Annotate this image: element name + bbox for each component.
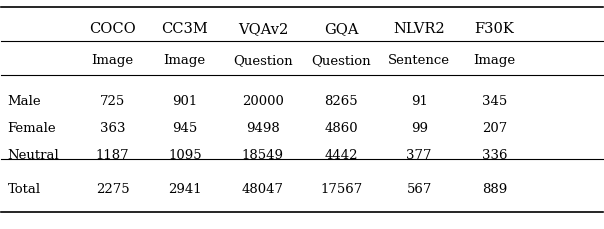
Text: Sentence: Sentence	[388, 54, 450, 67]
Text: 567: 567	[406, 183, 432, 196]
Text: Male: Male	[7, 94, 41, 107]
Text: 2941: 2941	[168, 183, 202, 196]
Text: 17567: 17567	[320, 183, 362, 196]
Text: 48047: 48047	[242, 183, 284, 196]
Text: VQAv2: VQAv2	[238, 22, 288, 35]
Text: Neutral: Neutral	[7, 149, 59, 162]
Text: 345: 345	[482, 94, 507, 107]
Text: Image: Image	[474, 54, 515, 67]
Text: 1187: 1187	[96, 149, 129, 162]
Text: GQA: GQA	[324, 22, 358, 35]
Text: 207: 207	[482, 122, 507, 135]
Text: 8265: 8265	[324, 94, 358, 107]
Text: Question: Question	[311, 54, 371, 67]
Text: 18549: 18549	[242, 149, 284, 162]
Text: CC3M: CC3M	[161, 22, 208, 35]
Text: Image: Image	[164, 54, 206, 67]
Text: 336: 336	[481, 149, 507, 162]
Text: F30K: F30K	[475, 22, 515, 35]
Text: 4860: 4860	[324, 122, 358, 135]
Text: 91: 91	[411, 94, 428, 107]
Text: 9498: 9498	[246, 122, 280, 135]
Text: 363: 363	[100, 122, 126, 135]
Text: 20000: 20000	[242, 94, 284, 107]
Text: 2275: 2275	[96, 183, 129, 196]
Text: 945: 945	[172, 122, 198, 135]
Text: 725: 725	[100, 94, 125, 107]
Text: 889: 889	[482, 183, 507, 196]
Text: NLVR2: NLVR2	[393, 22, 445, 35]
Text: 99: 99	[411, 122, 428, 135]
Text: 1095: 1095	[168, 149, 202, 162]
Text: Question: Question	[233, 54, 293, 67]
Text: Total: Total	[7, 183, 40, 196]
Text: 901: 901	[172, 94, 198, 107]
Text: 377: 377	[406, 149, 432, 162]
Text: Image: Image	[92, 54, 133, 67]
Text: 4442: 4442	[324, 149, 358, 162]
Text: Female: Female	[7, 122, 56, 135]
Text: COCO: COCO	[89, 22, 136, 35]
